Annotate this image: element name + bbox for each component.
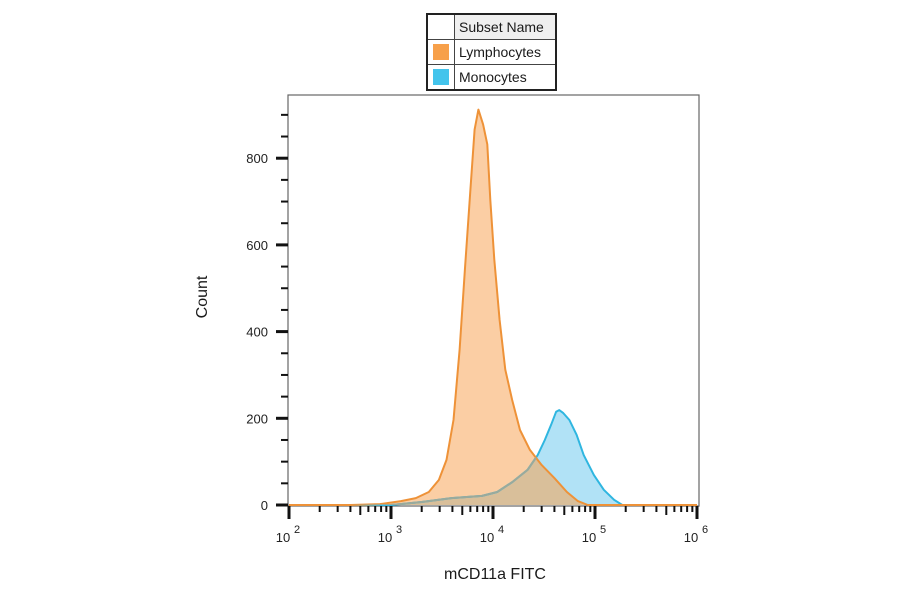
legend-item-monocytes: Monocytes	[428, 64, 555, 89]
y-tick-label: 200	[246, 411, 268, 426]
legend-item-lymphocytes: Lymphocytes	[428, 39, 555, 64]
y-tick-label: 0	[261, 498, 268, 513]
x-tick-exponent: 6	[702, 524, 708, 536]
x-tick-label: 10	[684, 530, 698, 545]
x-tick-label: 10	[582, 530, 596, 545]
y-tick-label: 400	[246, 325, 268, 340]
legend-header-label: Subset Name	[455, 15, 555, 39]
x-tick-label: 10	[378, 530, 392, 545]
plot-area	[287, 94, 700, 507]
lymphocytes-area	[289, 109, 697, 505]
legend-label: Lymphocytes	[459, 44, 541, 60]
axes: 0 200 400 600 800 10 2 10 3 10 4 10 5 10 6	[246, 113, 708, 545]
x-tick-exponent: 4	[498, 524, 504, 536]
x-tick-exponent: 5	[600, 524, 606, 536]
x-axis-title: mCD11a FITC	[444, 566, 546, 583]
lymphocytes-line	[289, 108, 697, 506]
legend-header: Subset Name	[428, 15, 555, 39]
x-tick-exponent: 2	[294, 524, 300, 536]
y-tick-label: 600	[246, 238, 268, 253]
legend-label: Monocytes	[459, 69, 527, 85]
monocytes-area	[289, 410, 697, 505]
monocytes-swatch	[433, 69, 449, 85]
x-tick-label: 10	[276, 530, 290, 545]
x-tick-label: 10	[480, 530, 494, 545]
y-axis-title: Count	[194, 275, 211, 319]
y-tick-label: 800	[246, 151, 268, 166]
lymphocytes-swatch	[433, 44, 449, 60]
x-tick-exponent: 3	[396, 524, 402, 536]
legend: Subset Name Lymphocytes Monocytes	[426, 13, 557, 91]
